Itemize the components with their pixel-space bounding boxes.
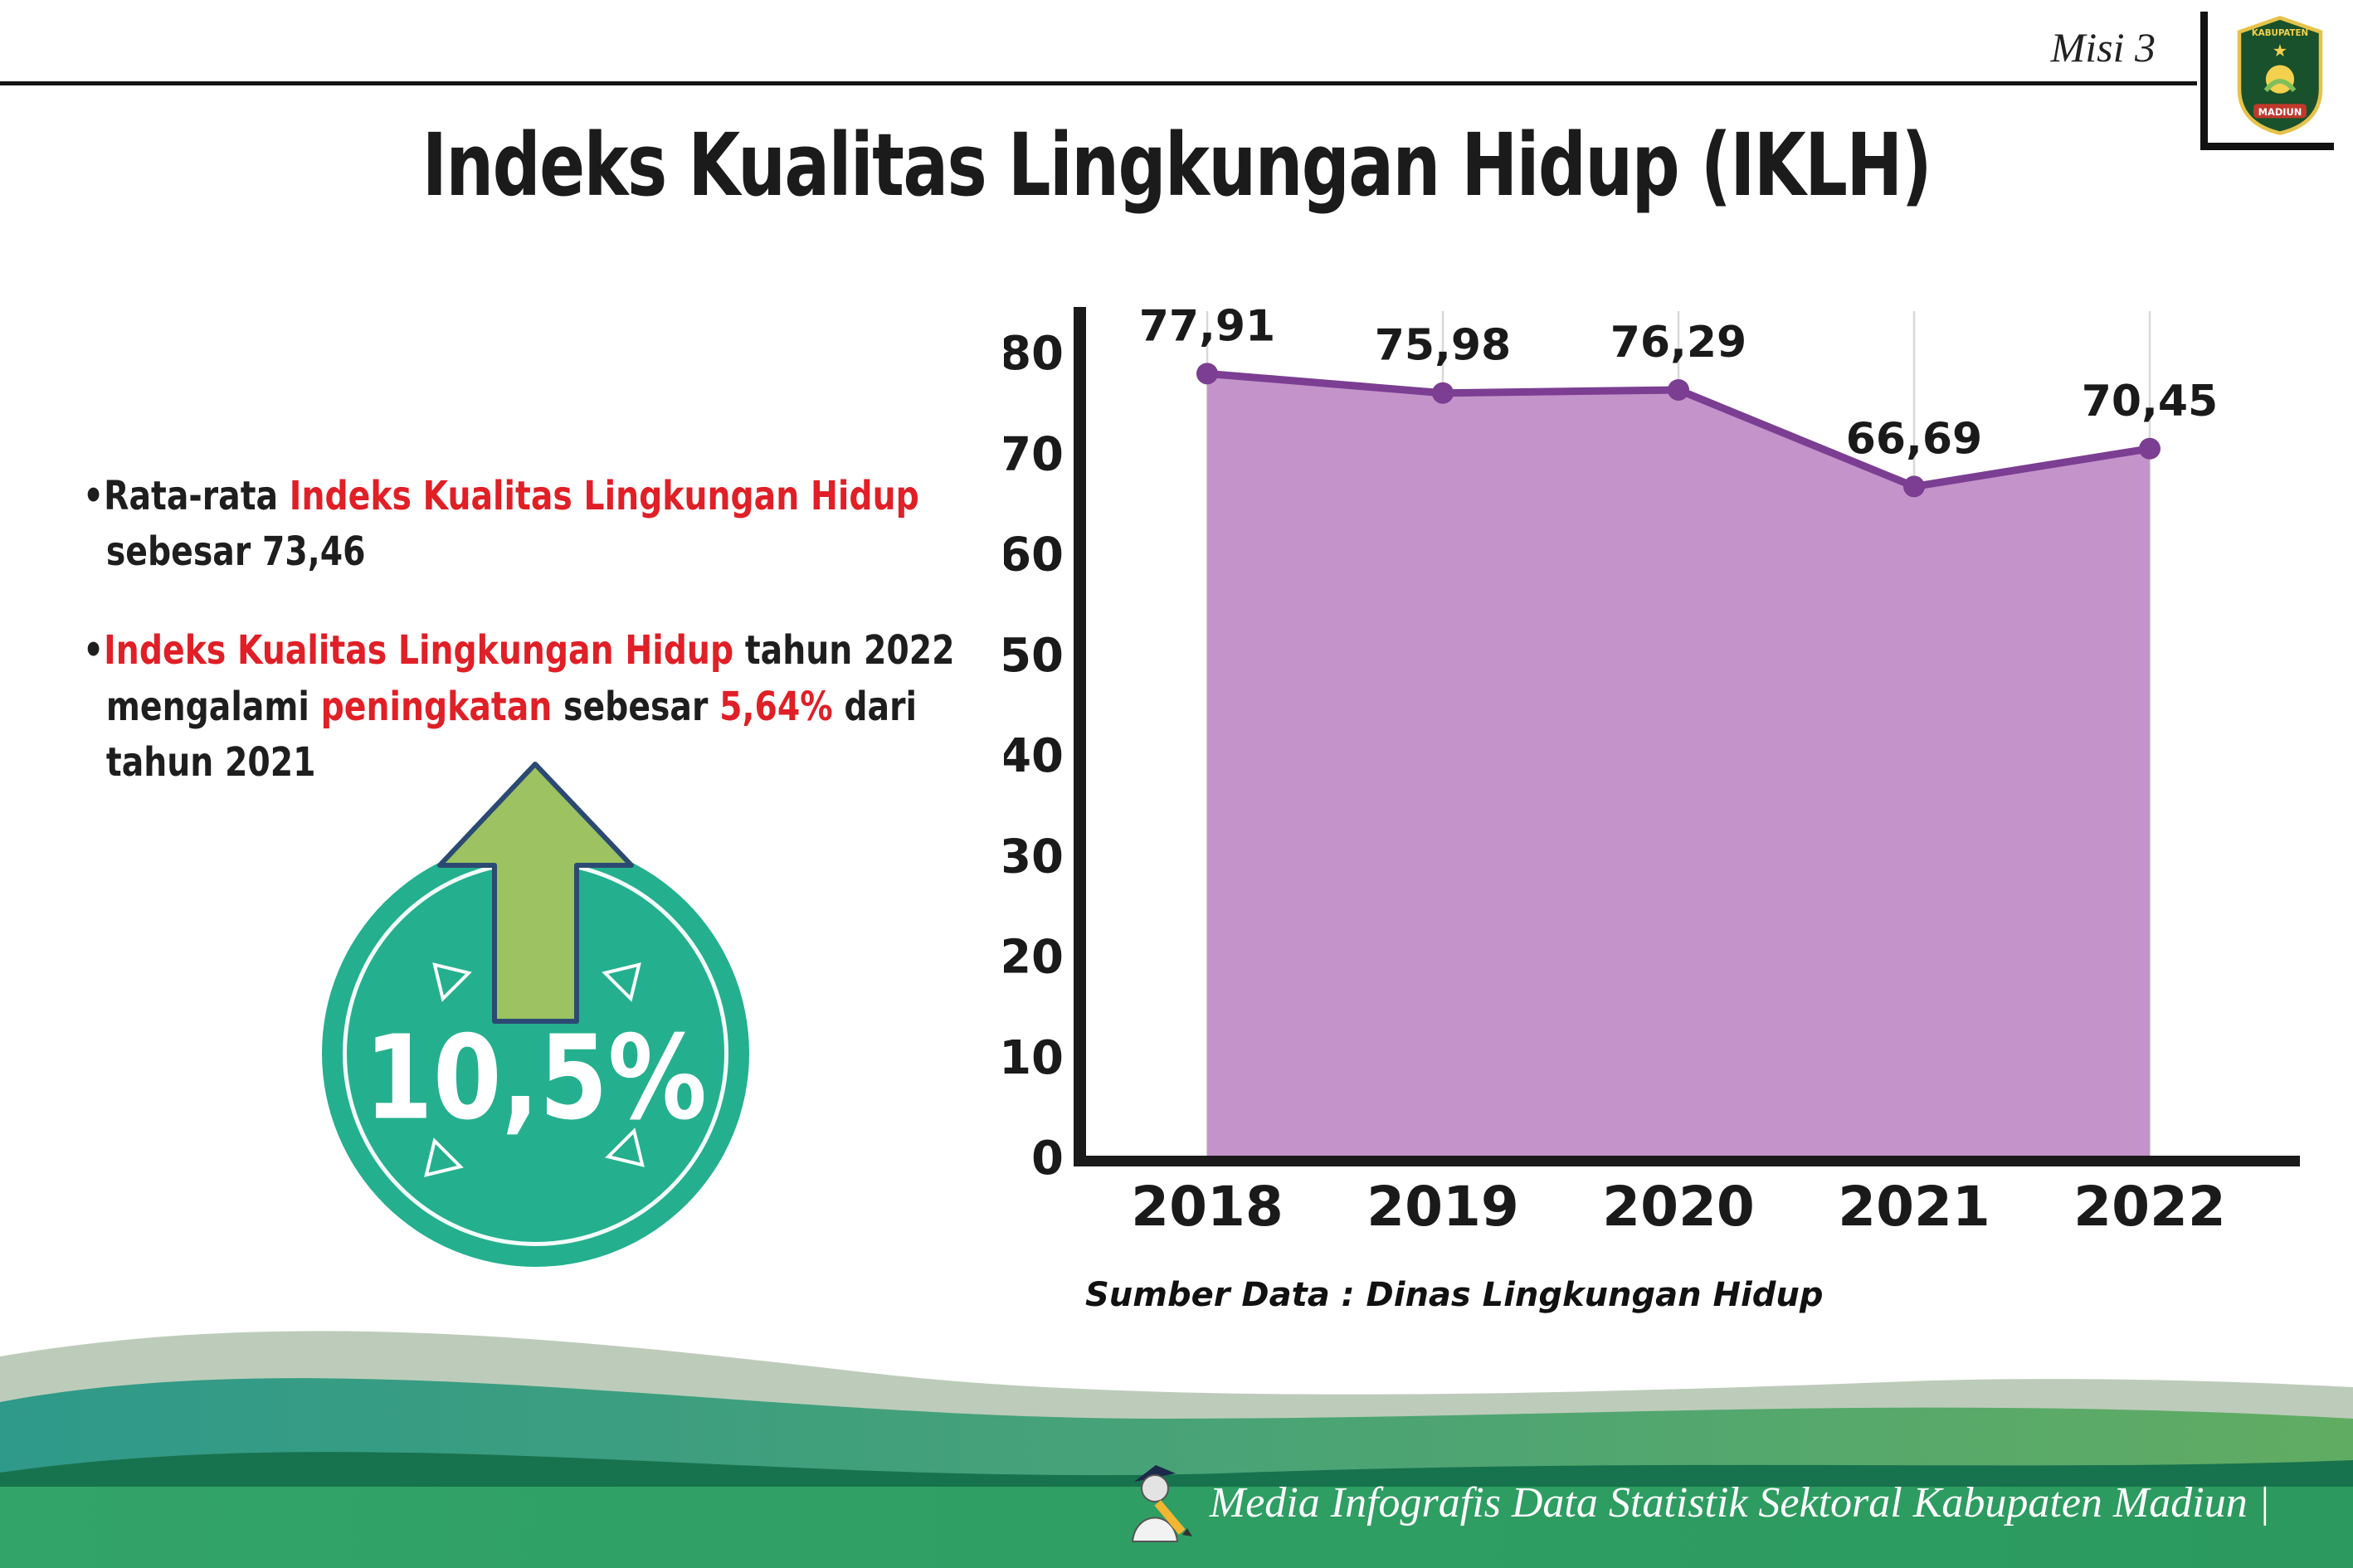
chart-x-axis (1074, 1156, 2300, 1166)
chart-x-tick: 2022 (2073, 1175, 2226, 1239)
chart-y-tick: 20 (1004, 931, 1064, 985)
chart-y-tick: 0 (1031, 1132, 1064, 1186)
iklh-chart: 77,91 75,98 76,29 66,69 70,45 0 10 20 30 40 50 60 70… (1004, 301, 2300, 1239)
chart-point (1668, 378, 1689, 401)
chart-point (1903, 475, 1925, 498)
chart-y-tick: 60 (1004, 528, 1064, 582)
footer-bar: Media Infografis Data Statistik Sektoral… (1117, 1457, 2270, 1548)
bullet-text-segment: dari tahun 2021 (105, 683, 918, 786)
chart-x-tick: 2021 (1838, 1175, 1990, 1239)
badge-triangle-decorations (424, 962, 645, 1177)
mission-label: Misi 3 (2050, 24, 2156, 71)
footer-wave-decoration (0, 1331, 2353, 1568)
chart-x-tick: 2019 (1366, 1175, 1519, 1239)
chart-point (1432, 382, 1454, 404)
chart-value-label: 77,91 (1139, 301, 1275, 351)
bullet-text-segment: peningkatan (320, 683, 553, 730)
bullet-text-segment: sebesar (552, 683, 720, 730)
bullet-text-segment: Indeks Kualitas Lingkungan Hidup (289, 473, 919, 519)
top-divider-line (0, 81, 2197, 85)
bullet-text-segment: Rata-rata (104, 473, 290, 519)
bullet-text-segment: 5,64% (719, 683, 833, 730)
footer-caption: Media Infografis Data Statistik Sektoral… (1209, 1478, 2270, 1527)
logo-top-text: KABUPATEN (2252, 28, 2308, 38)
chart-value-label: 76,29 (1610, 318, 1746, 368)
bullet-item: Indeks Kualitas Lingkungan Hidup tahun 2… (83, 623, 1035, 791)
chart-value-label: 75,98 (1375, 321, 1511, 371)
chart-value-label: 66,69 (1846, 414, 1982, 464)
chart-value-label: 70,45 (2082, 377, 2218, 426)
chart-y-axis (1074, 307, 1086, 1166)
bullet-item: Rata-rata Indeks Kualitas Lingkungan Hid… (83, 469, 1035, 580)
badge-percentage-value: 10,5% (364, 1010, 707, 1147)
chart-point (2139, 437, 2161, 460)
kabupaten-madiun-logo: KABUPATEN ★ MADIUN (2237, 16, 2323, 135)
chart-source: Sumber Data : Dinas Lingkungan Hidup (1085, 1276, 1824, 1314)
writer-mascot-icon (1131, 1465, 1192, 1542)
chart-y-tick: 80 (1004, 327, 1064, 381)
chart-y-tick: 40 (1004, 729, 1064, 783)
chart-x-tick: 2018 (1131, 1175, 1284, 1239)
chart-y-tick: 30 (1004, 830, 1064, 884)
logo-star-icon: ★ (2273, 41, 2287, 61)
chart-y-tick: 50 (1004, 629, 1064, 683)
arrow-up-icon (437, 762, 634, 1024)
bullet-text-segment: sebesar 73,46 (105, 528, 366, 576)
chart-y-tick: 10 (1004, 1031, 1064, 1085)
logo-bottom-text: MADIUN (2258, 106, 2302, 118)
bullet-text-segment: tahun 2022 mengalami (105, 627, 955, 730)
chart-point (1196, 363, 1218, 385)
chart-area (1207, 373, 2150, 1157)
page-title: Indeks Kualitas Lingkungan Hidup (IKLH) (421, 114, 1932, 216)
chart-y-tick: 70 (1004, 427, 1064, 481)
bullet-text-segment: Indeks Kualitas Lingkungan Hidup (104, 627, 734, 674)
chart-x-tick: 2020 (1602, 1175, 1755, 1239)
bullet-list: Rata-rata Indeks Kualitas Lingkungan Hid… (83, 469, 1035, 834)
logo-frame: KABUPATEN ★ MADIUN (2200, 12, 2334, 150)
